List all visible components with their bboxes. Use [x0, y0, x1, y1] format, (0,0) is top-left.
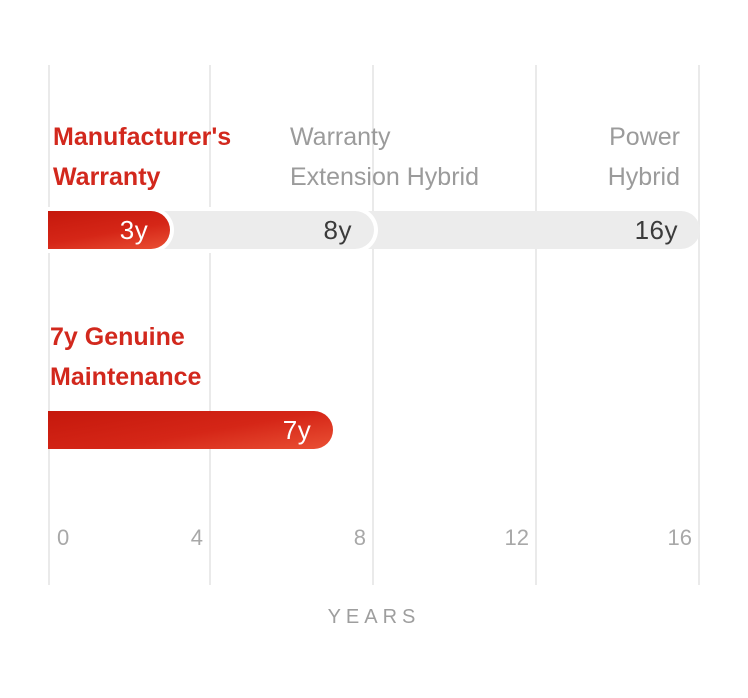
bar-value-power-hybrid: 16y: [634, 214, 678, 245]
plot-area: Manufacturer's Warranty Warranty Extensi…: [48, 65, 700, 585]
label-line-1: Manufacturer's: [53, 123, 232, 151]
gridline-12y: [535, 65, 537, 585]
label-line-2: Warranty: [53, 163, 161, 191]
gridline-8y: [372, 65, 374, 585]
label-line-2: Maintenance: [50, 363, 202, 391]
axis-tick-0: 0: [57, 525, 70, 550]
label-line-2: Extension Hybrid: [290, 163, 479, 191]
label-warranty-extension-hybrid: Warranty Extension Hybrid: [290, 117, 479, 197]
label-line-1: Warranty: [290, 123, 391, 151]
bar-value-manufacturers-warranty: 3y: [119, 214, 149, 245]
bar-value-genuine-maintenance: 7y: [282, 414, 312, 445]
label-power-hybrid: Power Hybrid: [608, 117, 680, 197]
bar-row-genuine-maintenance: 7y: [48, 411, 700, 449]
axis-tick-16: 16: [667, 525, 692, 550]
bar-segment-genuine-maintenance: 7y: [48, 411, 334, 449]
gridline-16y: [698, 65, 700, 585]
bar-segment-manufacturers-warranty: 3y: [48, 211, 171, 249]
bar-value-warranty-extension: 8y: [323, 214, 352, 245]
gridline-0y: [48, 65, 50, 585]
label-genuine-maintenance: 7y Genuine Maintenance: [50, 317, 201, 397]
axis-tick-8: 8: [353, 525, 366, 550]
axis-tick-4: 4: [190, 525, 203, 550]
label-manufacturers-warranty: Manufacturer's Warranty: [53, 117, 231, 197]
label-line-2: Hybrid: [607, 163, 680, 191]
label-line-1: Power: [609, 123, 680, 151]
axis-tick-12: 12: [504, 525, 529, 550]
x-axis-title: YEARS: [327, 606, 421, 628]
gridline-4y: [209, 65, 211, 585]
bar-row-warranty-coverage: 16y 8y 3y: [48, 211, 700, 249]
label-line-1: 7y Genuine: [50, 323, 185, 351]
